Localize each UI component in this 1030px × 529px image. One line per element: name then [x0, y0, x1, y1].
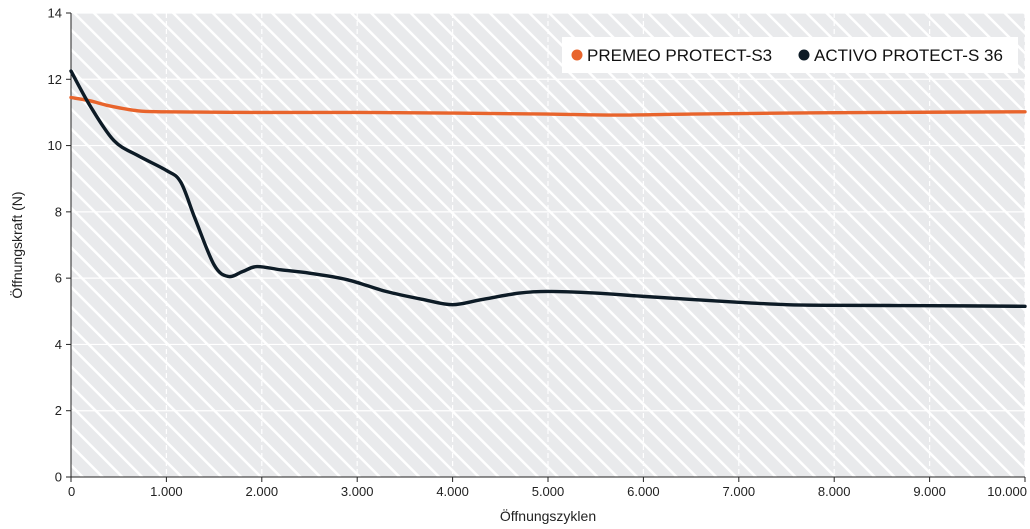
- x-tick-label: 7.000: [723, 484, 756, 499]
- legend-label-premeo: PREMEO PROTECT-S3: [587, 46, 772, 65]
- x-tick-label: 9.000: [913, 484, 946, 499]
- x-axis-title: Öffnungszyklen: [500, 507, 596, 524]
- y-axis-title: Öffnungskraft (N): [8, 191, 25, 298]
- legend-marker-activo: [798, 49, 810, 61]
- legend: PREMEO PROTECT-S3 ACTIVO PROTECT-S 36: [562, 37, 1018, 73]
- series-lines: [69, 69, 1027, 309]
- x-tick-label: 0: [68, 484, 75, 499]
- y-tick-label: 0: [55, 470, 62, 485]
- y-tick-label: 2: [55, 403, 62, 418]
- y-tick-label: 6: [55, 271, 62, 286]
- legend-label-activo: ACTIVO PROTECT-S 36: [814, 46, 1003, 65]
- y-axis-ticks: 0 2 4 6 8 10 12 14: [48, 6, 71, 485]
- series-line-premeo-protect-s3: [69, 95, 1027, 117]
- legend-marker-premeo: [571, 49, 583, 61]
- y-tick-label: 12: [48, 72, 62, 87]
- y-tick-label: 10: [48, 138, 62, 153]
- x-tick-label: 1.000: [150, 484, 183, 499]
- x-tick-label: 8.000: [818, 484, 851, 499]
- legend-box: [562, 37, 1018, 73]
- x-tick-label: 2.000: [246, 484, 279, 499]
- x-tick-label: 5.000: [532, 484, 565, 499]
- x-tick-label: 3.000: [341, 484, 374, 499]
- y-tick-label: 4: [55, 337, 62, 352]
- x-tick-label: 4.000: [436, 484, 469, 499]
- x-tick-label: 10.000: [987, 484, 1027, 499]
- y-tick-label: 8: [55, 204, 62, 219]
- y-tick-label: 14: [48, 6, 62, 21]
- x-tick-label: 6.000: [627, 484, 660, 499]
- x-axis-ticks: 0 1.000 2.000 3.000 4.000 5.000 6.000 7.000 8.00…: [68, 477, 1027, 499]
- series-line-activo-protect-s36: [69, 69, 1027, 309]
